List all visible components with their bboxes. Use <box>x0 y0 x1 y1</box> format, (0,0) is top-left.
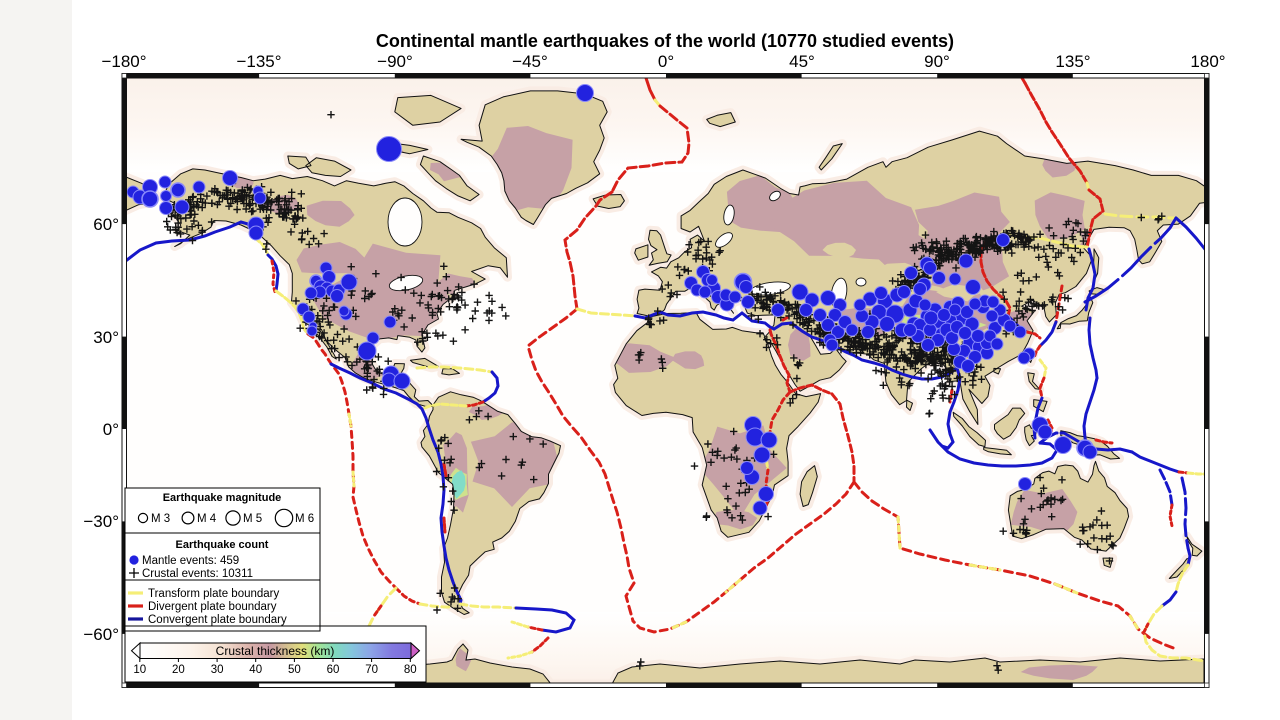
svg-text:Mantle events: 459: Mantle events: 459 <box>142 555 239 567</box>
svg-text:Continental mantle earthquakes: Continental mantle earthquakes of the wo… <box>376 31 954 51</box>
svg-text:0°: 0° <box>658 52 674 71</box>
svg-text:Crustal events: 10311: Crustal events: 10311 <box>142 568 253 580</box>
svg-text:M 6: M 6 <box>295 513 314 525</box>
svg-text:Transform plate boundary: Transform plate boundary <box>148 588 280 600</box>
svg-text:Earthquake count: Earthquake count <box>176 539 269 551</box>
svg-text:30°: 30° <box>93 328 119 347</box>
svg-text:70: 70 <box>365 664 378 676</box>
svg-text:50: 50 <box>288 664 301 676</box>
svg-text:−30°: −30° <box>83 512 119 531</box>
svg-text:−180°: −180° <box>101 52 146 71</box>
svg-text:0°: 0° <box>103 420 119 439</box>
svg-text:M 4: M 4 <box>197 513 217 525</box>
svg-text:30: 30 <box>211 664 224 676</box>
svg-text:10: 10 <box>133 664 146 676</box>
svg-text:60°: 60° <box>93 215 119 234</box>
svg-text:20: 20 <box>172 664 185 676</box>
svg-text:180°: 180° <box>1190 52 1225 71</box>
svg-text:135°: 135° <box>1055 52 1090 71</box>
svg-text:90°: 90° <box>924 52 950 71</box>
svg-text:80: 80 <box>404 664 417 676</box>
svg-text:Convergent plate boundary: Convergent plate boundary <box>148 614 287 626</box>
svg-text:60: 60 <box>327 664 340 676</box>
svg-text:−135°: −135° <box>236 52 281 71</box>
svg-text:Earthquake magnitude: Earthquake magnitude <box>163 492 282 504</box>
svg-text:Crustal thickness (km): Crustal thickness (km) <box>216 644 335 658</box>
svg-text:Divergent plate boundary: Divergent plate boundary <box>148 601 277 613</box>
svg-text:M 3: M 3 <box>151 513 170 525</box>
svg-text:−45°: −45° <box>512 52 548 71</box>
svg-text:−90°: −90° <box>377 52 413 71</box>
svg-text:−60°: −60° <box>83 625 119 644</box>
svg-text:M 5: M 5 <box>243 513 262 525</box>
svg-text:45°: 45° <box>789 52 815 71</box>
svg-text:40: 40 <box>249 664 262 676</box>
